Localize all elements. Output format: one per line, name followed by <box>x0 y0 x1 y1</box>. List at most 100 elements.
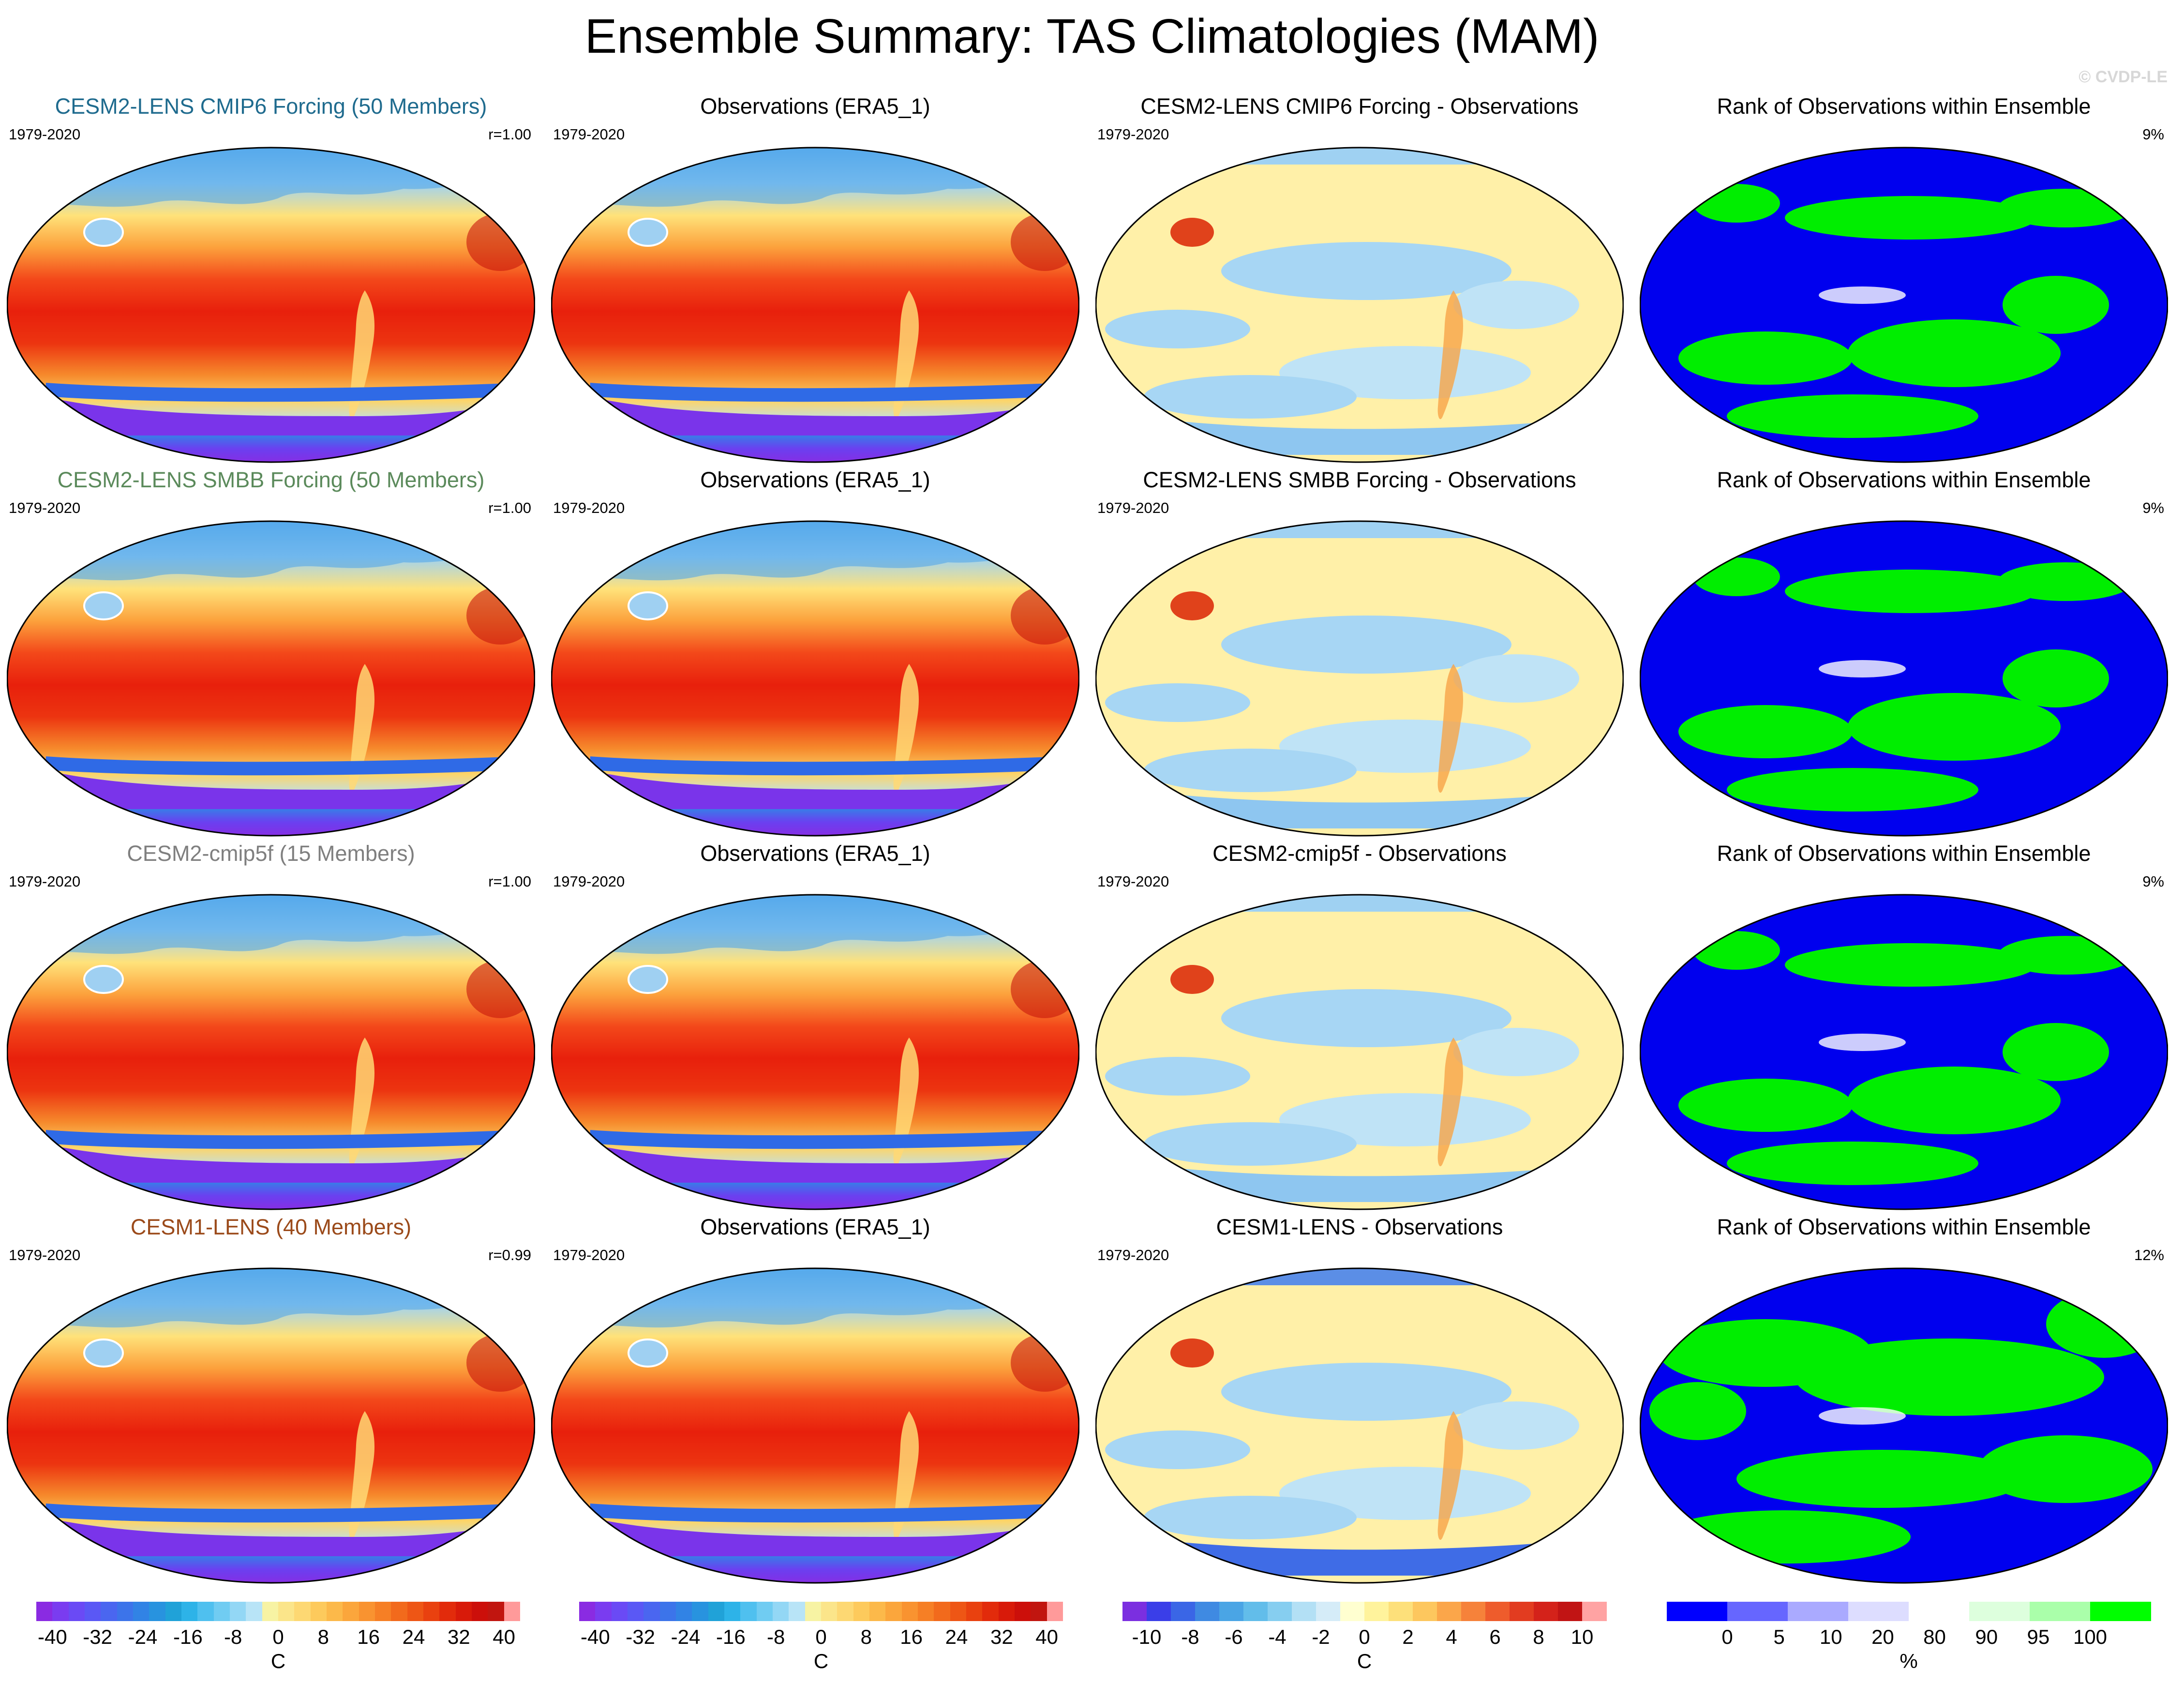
map-outline <box>7 894 535 1210</box>
colorbar-tick-label: 0 <box>815 1625 827 1648</box>
colorbar-tick-label: 24 <box>402 1625 425 1648</box>
rank-high-region <box>1659 1510 1911 1564</box>
colorbar-boxes <box>1122 1602 1607 1621</box>
south-america <box>349 290 374 420</box>
colorbar-tick-label: 0 <box>1359 1625 1370 1648</box>
cool-bias-region <box>1144 375 1357 419</box>
map-outline <box>551 1267 1079 1584</box>
colorbar-box <box>692 1602 709 1621</box>
colorbar-box <box>901 1602 918 1621</box>
rank-high-region <box>1678 1079 1853 1132</box>
antarctica <box>36 1518 520 1556</box>
colorbar-tick-label: 4 <box>1446 1625 1457 1648</box>
antarctica <box>580 1518 1064 1556</box>
rank-percent: 9% <box>2142 499 2164 516</box>
panel-diff-3: CESM2-cmip5f - Observations 1979-2020 <box>1089 839 1631 1217</box>
map-outline <box>7 520 535 837</box>
colorbar-tick-label: 80 <box>1923 1625 1946 1648</box>
colorbar-box <box>407 1602 424 1621</box>
panel-title: CESM2-LENS CMIP6 Forcing - Observations <box>1140 94 1579 119</box>
map-model <box>7 520 535 837</box>
colorbar-box <box>52 1602 69 1621</box>
map-model <box>7 1267 535 1584</box>
colorbar-box <box>133 1602 150 1621</box>
period-label: 1979-2020 <box>553 1247 625 1263</box>
colorbar-tick-label: -8 <box>766 1625 785 1648</box>
cool-bias-region <box>1453 654 1579 703</box>
rank-percent: 12% <box>2134 1247 2164 1263</box>
colorbar-box <box>982 1602 999 1621</box>
pattern-correlation: r=1.00 <box>488 873 531 890</box>
warm-continent <box>1011 1334 1078 1392</box>
rank-high-region <box>1848 693 2061 761</box>
colorbar-tick-label: 32 <box>990 1625 1013 1648</box>
colorbar-box <box>821 1602 838 1621</box>
cool-bias-region <box>1221 616 1511 674</box>
colorbar-box <box>439 1602 456 1621</box>
colorbar-tick-label: 16 <box>900 1625 923 1648</box>
colorbar-box <box>230 1602 246 1621</box>
colorbar-box <box>1122 1602 1147 1621</box>
rank-percent: 9% <box>2142 126 2164 143</box>
colorbar-box <box>756 1602 773 1621</box>
southern-ocean-cold-band <box>589 1504 1064 1523</box>
colorbar-box <box>611 1602 628 1621</box>
rank-high-region <box>2003 276 2109 334</box>
colorbar-labels: -40 -32 -24 -16 -8 0 8 16 24 32 40 <box>579 1625 1063 1649</box>
colorbar-box <box>740 1602 757 1621</box>
colorbar-tick-label: -32 <box>626 1625 656 1648</box>
map-outline <box>1640 520 2168 837</box>
plateau-warm-bias <box>1170 1338 1214 1368</box>
rank-high-region <box>1678 705 1853 758</box>
map-outline <box>551 894 1079 1210</box>
rank-high-region <box>1785 196 2036 240</box>
tibetan-plateau <box>83 591 124 620</box>
colorbar-box <box>455 1602 472 1621</box>
colorbar-box <box>628 1602 644 1621</box>
colorbar-box <box>1582 1602 1607 1621</box>
south-america <box>349 1037 374 1167</box>
colorbar-tick-label: 90 <box>1975 1625 1998 1648</box>
colorbar-box <box>1243 1602 1268 1621</box>
cool-bias-region <box>1453 281 1579 329</box>
colorbar-box <box>1195 1602 1220 1621</box>
panel-title: Observations (ERA5_1) <box>700 1215 930 1239</box>
colorbar-box <box>1268 1602 1292 1621</box>
cool-bias-region <box>1453 1028 1579 1076</box>
panel-title: Rank of Observations within Ensemble <box>1717 94 2091 119</box>
panel-model-1: CESM2-LENS CMIP6 Forcing (50 Members) 197… <box>0 92 542 469</box>
rank-mid-region <box>1819 1407 1906 1425</box>
south-america <box>893 1411 919 1540</box>
rank-mid-region <box>1819 660 1906 677</box>
period-label: 1979-2020 <box>9 499 81 516</box>
colorbar-box <box>1340 1602 1365 1621</box>
colorbar-box <box>2090 1602 2151 1621</box>
map-diff <box>1095 147 1624 463</box>
andes-bias <box>1437 290 1463 420</box>
cool-bias-region <box>1105 1057 1250 1096</box>
colorbar-tick-label: -8 <box>1181 1625 1199 1648</box>
south-america <box>893 290 919 420</box>
panel-title: Rank of Observations within Ensemble <box>1717 841 2091 866</box>
colorbar-box <box>359 1602 375 1621</box>
colorbar-tick-label: 5 <box>1773 1625 1785 1648</box>
colorbar-box <box>934 1602 951 1621</box>
plateau-warm-bias <box>1170 965 1214 994</box>
warm-continent <box>466 213 534 271</box>
antarctica <box>36 770 520 809</box>
rank-mid-region <box>1819 286 1906 304</box>
colorbar-box <box>789 1602 806 1621</box>
colorbar-box <box>246 1602 263 1621</box>
colorbar-box <box>1461 1602 1486 1621</box>
southern-ocean-cold-band <box>45 1130 520 1149</box>
colorbar-box <box>579 1602 596 1621</box>
colorbar-box <box>1389 1602 1413 1621</box>
rank-high-region <box>1649 1382 1746 1440</box>
south-america <box>349 664 374 793</box>
colorbar-box <box>643 1602 660 1621</box>
colorbar-tick-label: -40 <box>580 1625 610 1648</box>
colorbar-tick-label: 40 <box>1035 1625 1059 1648</box>
panel-title: CESM2-cmip5f - Observations <box>1212 841 1507 866</box>
colorbar-box <box>837 1602 854 1621</box>
colorbar-labels: -40 -32 -24 -16 -8 0 8 16 24 32 40 <box>36 1625 520 1649</box>
